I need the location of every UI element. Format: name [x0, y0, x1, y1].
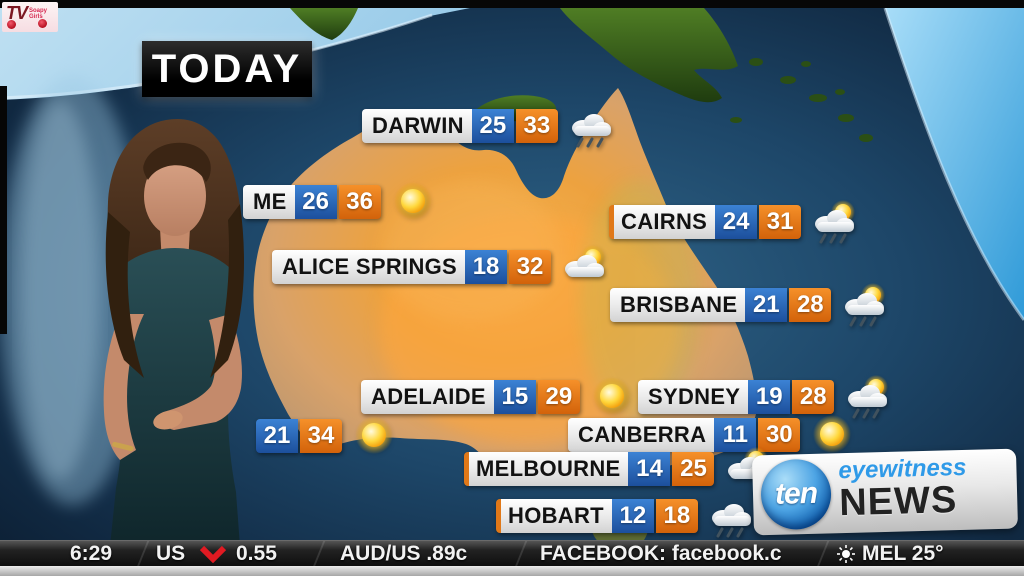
- city-name: BRISBANE: [610, 288, 746, 322]
- city-low-temp: 15: [493, 380, 536, 414]
- city-high-temp: 36: [338, 185, 381, 219]
- city-high-temp: 28: [789, 288, 832, 322]
- ticker-divider: [816, 541, 830, 567]
- city-high-temp: 32: [509, 250, 552, 284]
- city-name: HOBART: [496, 499, 612, 533]
- city-low-temp: 21: [745, 288, 788, 322]
- sun-icon: [837, 545, 855, 563]
- left-edge-bar: [0, 86, 7, 334]
- ten-logo-text: ten: [774, 476, 818, 511]
- city-name: MELBOURNE: [464, 452, 629, 486]
- city-weather-label: ME 26 36: [243, 182, 440, 220]
- weather-sun-cloud-rain-icon: [845, 283, 886, 327]
- city-weather-label: HOBART 12 18: [496, 499, 757, 538]
- city-weather-label: ADELAIDE 15 29: [361, 377, 639, 415]
- logo-news-text: NEWS: [838, 479, 958, 525]
- city-weather-label: ALICE SPRINGS 18 32: [272, 245, 610, 284]
- ticker-currency: AUD/US .89c: [340, 542, 468, 565]
- city-high-temp: 29: [537, 380, 580, 414]
- channel-watermark: TV Soapy Girls: [2, 2, 58, 32]
- bottom-gray-strip: [0, 566, 1024, 576]
- city-high-temp: 18: [655, 499, 698, 533]
- weather-rain-icon: [571, 114, 611, 148]
- ticker-divider: [514, 541, 528, 567]
- city-name: SYDNEY: [638, 380, 749, 414]
- watermark-tagline: Soapy Girls: [29, 8, 48, 20]
- news-ticker: 6:29 US 0.55 AUD/US .89c FACEBOOK: faceb…: [0, 540, 1024, 567]
- ticker-time: 6:29: [70, 542, 113, 565]
- network-logo: ten eyewitness NEWS: [751, 448, 1019, 536]
- city-weather-label: SYDNEY 19 28: [638, 375, 893, 419]
- weather-rain-icon: [711, 504, 751, 538]
- city-low-temp: 24: [715, 205, 758, 239]
- city-name: CAIRNS: [609, 205, 716, 239]
- ticker-market-label: US: [156, 542, 186, 565]
- city-weather-label: DARWIN 25 33: [362, 109, 617, 148]
- rose-icon: [7, 20, 16, 29]
- city-weather-label: CANBERRA 11 30: [568, 415, 859, 453]
- city-high-temp: 34: [300, 419, 342, 453]
- city-low-temp: 12: [611, 499, 654, 533]
- city-high-temp: 30: [758, 418, 801, 452]
- ticker-divider: [136, 541, 150, 567]
- ticker-facebook: FACEBOOK: facebook.c: [540, 542, 782, 565]
- city-name: CANBERRA: [568, 418, 715, 452]
- city-weather-label: BRISBANE 21 28: [610, 283, 890, 327]
- city-high-temp: 28: [792, 380, 835, 414]
- watermark-brand: TV: [6, 3, 28, 23]
- weather-sunny-icon: [393, 182, 432, 220]
- ticker-market-value: 0.55: [236, 542, 277, 565]
- city-name: DARWIN: [362, 109, 472, 143]
- weather-sunny-icon: [592, 377, 631, 415]
- city-low-temp: 26: [294, 185, 337, 219]
- ten-logo-ball: ten: [760, 458, 832, 531]
- city-low-temp: 21: [256, 419, 298, 453]
- city-weather-label: MELBOURNE 14 25: [464, 447, 773, 486]
- city-high-temp: 33: [515, 109, 558, 143]
- weather-sunny-icon: [355, 416, 393, 454]
- weather-presenter: [103, 119, 244, 546]
- city-low-temp: 18: [465, 250, 508, 284]
- city-name: ALICE SPRINGS: [272, 250, 466, 284]
- city-high-temp: 31: [759, 205, 802, 239]
- ticker-city-temp: MEL 25°: [862, 542, 944, 565]
- city-high-temp: 25: [672, 452, 715, 486]
- top-letterbox-bar: [0, 0, 1024, 8]
- city-weather-label: CAIRNS 24 31: [609, 200, 860, 244]
- city-name: ME: [243, 185, 295, 219]
- city-low-temp: 11: [714, 418, 757, 452]
- weather-sun-cloud-rain-icon: [815, 200, 856, 244]
- city-low-temp: 14: [628, 452, 671, 486]
- rose-icon: [38, 19, 47, 28]
- ticker-divider: [312, 541, 326, 567]
- city-low-temp: 19: [748, 380, 791, 414]
- weather-sun-cloud-icon: [565, 245, 606, 277]
- market-down-arrow-icon: [199, 545, 227, 563]
- city-low-temp: 25: [471, 109, 514, 143]
- forecast-title: TODAY: [142, 41, 312, 97]
- weather-sun-cloud-rain-icon: [848, 375, 889, 419]
- city-weather-label: 21 34: [256, 416, 401, 454]
- city-name: ADELAIDE: [361, 380, 494, 414]
- weather-sunny-icon: [813, 415, 852, 453]
